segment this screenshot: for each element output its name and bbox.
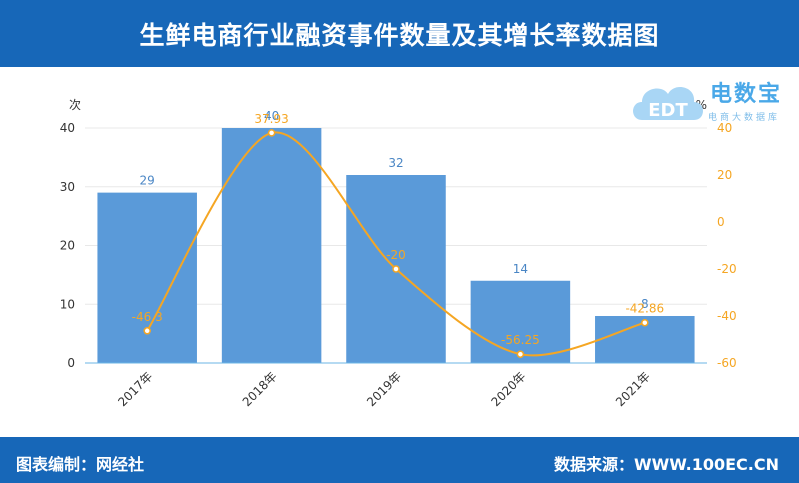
- bar-value-label: 14: [513, 262, 528, 276]
- line-value-label: -42.86: [625, 302, 664, 316]
- chart-title: 生鲜电商行业融资事件数量及其增长率数据图: [0, 0, 799, 67]
- left-tick-label: 30: [60, 180, 75, 194]
- logo-mark: EDT: [648, 100, 688, 121]
- bar-value-label: 29: [140, 174, 155, 188]
- x-tick-label: 2020年: [489, 369, 529, 409]
- bar: [221, 128, 322, 363]
- growth-rate-line: [146, 131, 646, 357]
- line-value-label: -56.25: [501, 333, 540, 347]
- x-tick-label: 2017年: [115, 369, 155, 409]
- chart-area: 0 10 20 30 40 -60 -40 -20 0 20 40 次% 29 40 32 14 8 2017年 2…: [0, 67, 799, 437]
- bar-value-label: 8: [641, 297, 649, 311]
- right-axis-unit: %: [696, 98, 707, 112]
- line-point: [392, 265, 400, 273]
- bar: [97, 192, 197, 363]
- right-tick-label: -20: [717, 262, 737, 276]
- line-point: [516, 350, 525, 358]
- right-tick-label: -40: [717, 309, 737, 323]
- footer: 图表编制：网经社 数据来源：WWW.100EC.CN: [0, 437, 799, 483]
- footer-source: 数据来源：WWW.100EC.CN: [553, 455, 779, 474]
- logo-subtitle: 电商大数据库: [708, 113, 781, 123]
- footer-credit: 图表编制：网经社: [16, 455, 145, 474]
- logo-brand: 电数宝: [710, 82, 783, 107]
- line-value-label: -20: [386, 248, 406, 262]
- line-value-label: 37.93: [254, 112, 288, 126]
- line-point: [143, 327, 151, 335]
- left-axis-unit: 次: [69, 98, 81, 112]
- bar-value-label: 32: [388, 156, 403, 170]
- x-tick-label: 2019年: [364, 369, 404, 409]
- x-tick-label: 2018年: [240, 369, 280, 409]
- left-tick-label: 40: [60, 121, 75, 135]
- combo-chart: 0 10 20 30 40 -60 -40 -20 0 20 40 次 % 29 40 32 14 8 2017年 2…: [60, 98, 737, 409]
- left-tick-label: 20: [60, 239, 75, 253]
- cloud-logo-icon: EDT: [633, 87, 703, 121]
- right-tick-label: 40: [717, 121, 732, 135]
- x-tick-label: 2021年: [613, 369, 653, 409]
- right-tick-label: 20: [717, 168, 732, 182]
- logo: EDT 电数宝 电商大数据库: [628, 70, 793, 136]
- right-tick-label: -60: [717, 356, 737, 370]
- right-tick-label: 0: [717, 215, 725, 229]
- left-tick-label: 0: [67, 356, 75, 370]
- line-point: [641, 318, 649, 327]
- line-value-label: -46.3: [132, 310, 163, 324]
- left-tick-label: 10: [60, 297, 75, 311]
- line-point: [267, 129, 276, 137]
- bar-value-label: 40: [264, 109, 279, 123]
- bar: [470, 280, 571, 363]
